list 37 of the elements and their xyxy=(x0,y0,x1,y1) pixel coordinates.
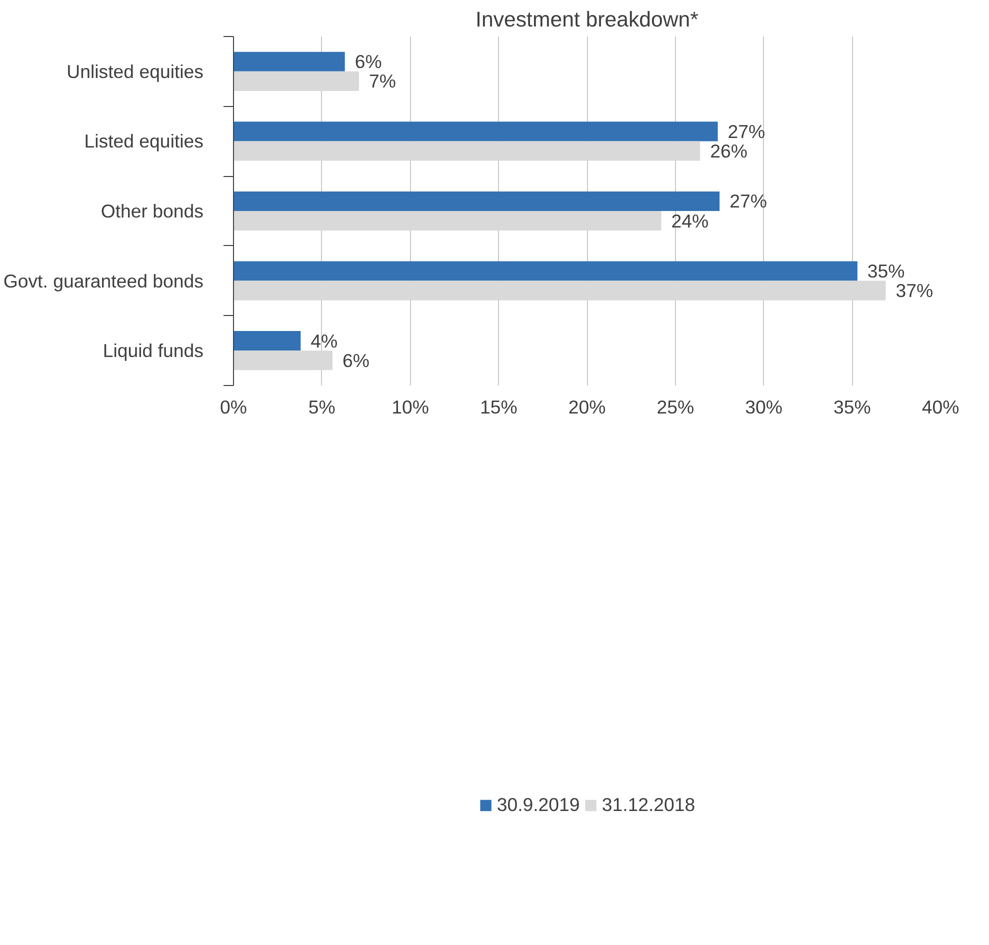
bar xyxy=(234,191,720,211)
bar xyxy=(234,261,858,281)
data-label: 24% xyxy=(671,210,709,232)
legend-label: 31.12.2018 xyxy=(602,794,696,816)
y-tick-label: Unlisted equities xyxy=(66,60,204,82)
data-label: 37% xyxy=(896,280,934,302)
y-tick-label: Govt. guaranteed bonds xyxy=(3,270,204,292)
x-tick-label: 5% xyxy=(308,396,336,418)
x-tick-label: 30% xyxy=(745,396,782,418)
chart-title: Investment breakdown* xyxy=(476,8,698,32)
x-tick-label: 40% xyxy=(922,396,960,418)
y-tick-label: Liquid funds xyxy=(102,340,204,362)
data-label: 7% xyxy=(368,70,396,92)
data-label: 26% xyxy=(710,140,748,162)
bar xyxy=(234,141,700,161)
data-label: 27% xyxy=(728,120,766,142)
data-label: 27% xyxy=(730,190,767,212)
x-tick-label: 0% xyxy=(220,396,247,418)
data-label: 4% xyxy=(310,330,338,352)
bar xyxy=(234,71,359,91)
x-tick-label: 10% xyxy=(392,396,429,418)
data-label: 35% xyxy=(867,260,905,282)
bar xyxy=(234,52,345,72)
bar xyxy=(234,122,718,142)
bar xyxy=(234,331,301,351)
x-tick-label: 15% xyxy=(480,396,518,418)
y-tick-label: Listed equities xyxy=(84,130,204,152)
data-label: 6% xyxy=(342,350,370,371)
x-tick-label: 20% xyxy=(568,396,606,418)
x-tick-label: 25% xyxy=(656,396,694,418)
bar xyxy=(234,280,886,300)
bar xyxy=(234,350,332,370)
data-label: 6% xyxy=(354,51,382,72)
legend-label: 30.9.2019 xyxy=(496,794,580,816)
y-tick-label: Other bonds xyxy=(100,200,204,222)
bar xyxy=(234,211,662,231)
x-tick-label: 35% xyxy=(833,396,871,418)
